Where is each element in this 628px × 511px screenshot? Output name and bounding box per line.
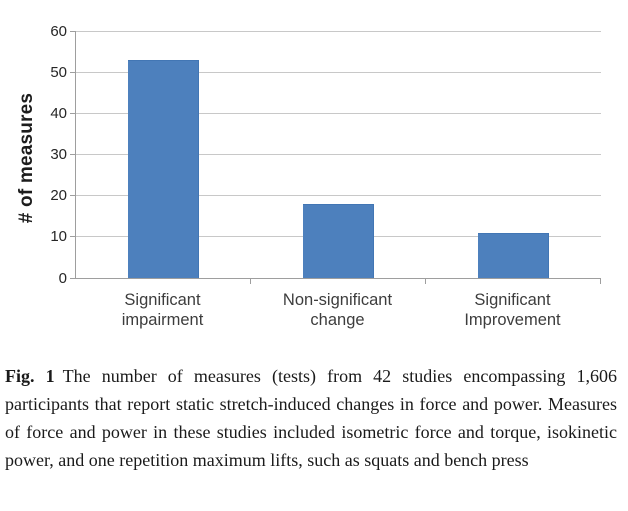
gridline — [76, 195, 601, 197]
plot-area — [75, 30, 601, 279]
bar-significant-improvement — [478, 232, 549, 278]
figure-caption-text: The number of measures (tests) from 42 s… — [5, 366, 617, 470]
y-tick-label: 50 — [50, 63, 67, 81]
x-category-label: Significant impairment — [121, 291, 204, 329]
bar-chart: # of measures 0 10 20 30 40 50 60 Significant i… — [16, 22, 601, 329]
y-tick-mark — [70, 277, 75, 279]
y-tick-label: 0 — [58, 269, 67, 287]
y-tick-mark — [70, 112, 75, 114]
y-tick-mark — [70, 195, 75, 197]
y-tick-mark — [70, 236, 75, 238]
x-category-label: Non-significant change — [282, 291, 393, 329]
x-tick-mark — [250, 279, 251, 284]
bar-significant-impairment — [128, 59, 199, 278]
gridline — [76, 112, 601, 114]
x-tick-mark — [425, 279, 426, 284]
y-tick-mark — [70, 30, 75, 32]
y-tick-label: 30 — [50, 146, 67, 163]
y-tick-label: 40 — [50, 104, 67, 122]
figure-caption-label: Fig. 1 — [5, 366, 55, 386]
y-tick-label: 60 — [50, 22, 67, 40]
gridline — [76, 154, 601, 155]
figure-caption: Fig. 1 The number of measures (tests) fro… — [5, 362, 617, 474]
y-tick-mark — [70, 154, 75, 155]
bar-non-significant-change — [303, 203, 374, 278]
y-tick-label: 10 — [50, 228, 67, 246]
x-tick-mark — [600, 279, 601, 284]
x-category-label: Significant Improvement — [464, 291, 561, 329]
gridline — [76, 71, 601, 73]
gridline — [76, 30, 601, 32]
y-tick-mark — [70, 71, 75, 73]
y-tick-label: 20 — [50, 187, 67, 205]
